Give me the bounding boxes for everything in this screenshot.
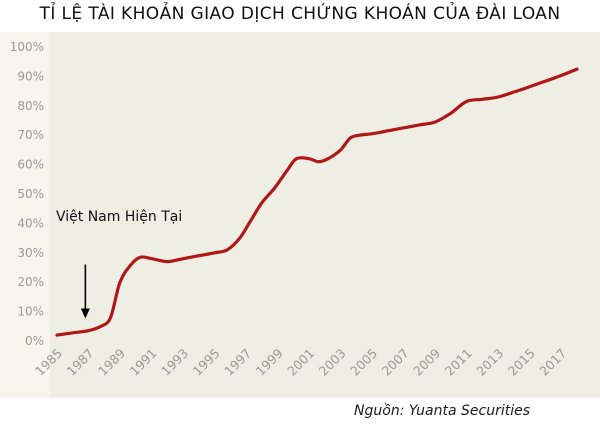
plot-background [0, 32, 600, 398]
annotation-arrow-head [80, 308, 90, 319]
y-tick-label: 0% [25, 334, 44, 348]
y-axis-band [0, 32, 50, 398]
y-tick-label: 90% [17, 69, 44, 83]
y-tick-label: 10% [17, 305, 44, 319]
y-tick-label: 100% [10, 40, 44, 54]
series-layer [55, 67, 579, 337]
y-tick-label: 60% [17, 158, 44, 172]
series-line [55, 67, 579, 337]
y-tick-label: 70% [17, 128, 44, 142]
source-note: Nguồn: Yuanta Securities [354, 403, 530, 419]
y-tick-label: 20% [17, 275, 44, 289]
y-tick-label: 40% [17, 216, 44, 230]
y-tick-label: 50% [17, 187, 44, 201]
annotation-label: Việt Nam Hiện Tại [56, 209, 182, 225]
y-tick-label: 80% [17, 99, 44, 113]
chart-title: TỈ LỆ TÀI KHOẢN GIAO DỊCH CHỨNG KHOÁN CỦ… [39, 4, 561, 24]
y-axis: 0% 10% 20% 30% 40% 50% 60% 70% 80% 90% 100% [10, 40, 44, 348]
annotation-layer: Việt Nam Hiện Tại [56, 209, 182, 319]
y-tick-label: 30% [17, 246, 44, 260]
